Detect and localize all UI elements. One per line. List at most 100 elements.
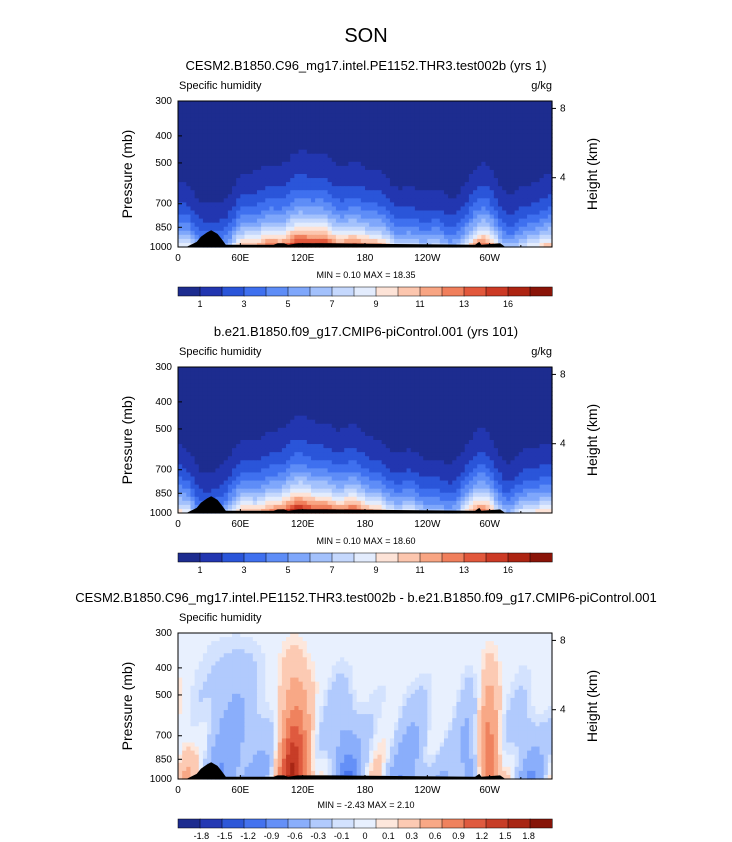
contour-cell	[373, 113, 379, 118]
contour-cell	[194, 415, 200, 421]
contour-cell	[385, 157, 391, 163]
contour-cell	[331, 379, 337, 384]
contour-cell	[281, 157, 287, 163]
contour-cell	[227, 234, 233, 240]
contour-cell	[352, 169, 358, 175]
contour-cell	[306, 395, 312, 401]
contour-cell	[389, 218, 395, 224]
contour-cell	[286, 210, 291, 216]
contour-cell	[252, 367, 258, 372]
contour-cell	[194, 238, 200, 244]
contour-cell	[448, 419, 453, 425]
contour-cell	[402, 141, 408, 147]
contour-cell	[485, 113, 491, 118]
contour-cell	[273, 198, 279, 203]
x-tick-label: 60E	[231, 253, 249, 264]
contour-cell	[377, 202, 383, 208]
contour-cell	[535, 121, 541, 126]
contour-cell	[261, 165, 266, 171]
contour-cell	[419, 105, 424, 110]
contour-cell	[381, 234, 387, 240]
contour-cell	[468, 121, 474, 126]
contour-cell	[306, 423, 312, 429]
contour-cell	[381, 218, 387, 224]
contour-cell	[306, 379, 312, 384]
contour-cell	[323, 105, 329, 110]
contour-cell	[394, 411, 399, 417]
contour-cell	[547, 415, 553, 421]
contour-cell	[460, 125, 466, 130]
contour-cell	[360, 407, 366, 413]
contour-cell	[477, 427, 482, 433]
contour-cell	[194, 117, 200, 122]
contour-cell	[518, 149, 524, 155]
contour-cell	[194, 210, 200, 216]
contour-cell	[207, 194, 212, 199]
contour-cell	[252, 137, 258, 143]
contour-cell	[294, 230, 300, 236]
contour-cell	[385, 403, 391, 409]
contour-cell	[385, 427, 391, 433]
contour-cell	[489, 165, 495, 171]
contour-cell	[281, 395, 287, 401]
contour-cell	[485, 367, 491, 372]
contour-cell	[522, 137, 528, 143]
contour-cell	[281, 137, 287, 143]
contour-cell	[290, 411, 295, 417]
contour-cell	[547, 190, 553, 195]
contour-cell	[227, 206, 233, 212]
contour-cell	[410, 190, 416, 195]
contour-cell	[539, 202, 545, 208]
contour-cell	[547, 222, 553, 228]
contour-cell	[315, 125, 320, 130]
contour-cell	[302, 109, 308, 114]
contour-cell	[502, 174, 507, 179]
contour-cell	[464, 419, 470, 425]
contour-cell	[232, 178, 237, 183]
contour-cell	[281, 202, 287, 208]
contour-cell	[385, 379, 391, 384]
contour-cell	[327, 387, 333, 392]
contour-cell	[543, 379, 549, 384]
contour-cell	[348, 371, 354, 376]
contour-cell	[202, 153, 208, 159]
contour-cell	[310, 169, 316, 175]
contour-cell	[256, 411, 262, 417]
contour-cell	[286, 202, 291, 208]
contour-cell	[456, 153, 462, 159]
contour-cell	[186, 238, 192, 244]
contour-cell	[369, 202, 374, 208]
contour-cell	[310, 165, 316, 171]
contour-cell	[265, 165, 271, 171]
contour-cell	[236, 375, 241, 380]
contour-cell	[514, 226, 520, 232]
contour-cell	[389, 423, 395, 429]
contour-cell	[369, 371, 374, 376]
contour-cell	[223, 218, 229, 224]
contour-cell	[543, 399, 549, 405]
contour-cell	[539, 129, 545, 135]
contour-cell	[227, 169, 233, 175]
contour-cell	[423, 214, 428, 220]
contour-cell	[369, 182, 374, 187]
contour-cell	[365, 190, 370, 195]
contour-cell	[527, 367, 532, 372]
contour-cell	[348, 202, 354, 208]
contour-cell	[365, 137, 370, 143]
contour-cell	[340, 186, 345, 191]
contour-cell	[398, 133, 403, 139]
contour-cell	[385, 145, 391, 151]
contour-cell	[518, 214, 524, 220]
contour-cell	[543, 157, 549, 163]
contour-cell	[252, 230, 258, 236]
contour-cell	[290, 419, 295, 425]
contour-cell	[186, 218, 192, 224]
contour-cell	[473, 435, 478, 441]
contour-cell	[506, 238, 512, 244]
contour-cell	[485, 431, 491, 437]
contour-cell	[265, 149, 271, 155]
contour-cell	[464, 117, 470, 122]
contour-cell	[365, 161, 370, 167]
contour-cell	[381, 174, 387, 179]
contour-cell	[473, 145, 478, 151]
